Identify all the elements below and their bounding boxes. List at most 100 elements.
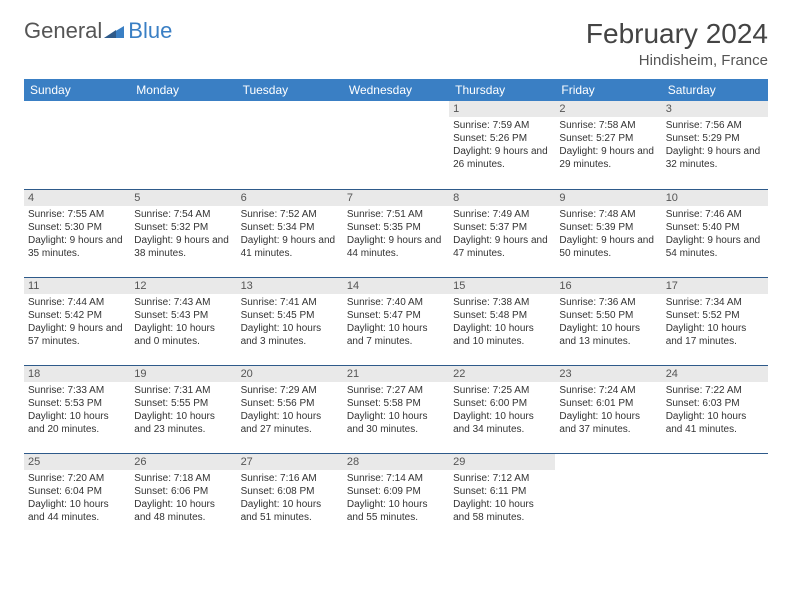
calendar-cell: 3Sunrise: 7:56 AMSunset: 5:29 PMDaylight… xyxy=(662,101,768,189)
day-number: 5 xyxy=(130,190,236,206)
cell-line: Sunset: 5:40 PM xyxy=(666,221,764,234)
calendar-cell: 11 Sunrise: 7:44 AMSunset: 5:42 PMDayligh… xyxy=(24,277,130,365)
day-header: Thursday xyxy=(449,79,555,101)
calendar-cell: 7Sunrise: 7:51 AMSunset: 5:35 PMDaylight… xyxy=(343,189,449,277)
cell-line: Sunrise: 7:43 AM xyxy=(134,296,232,309)
cell-line: Daylight: 9 hours and 41 minutes. xyxy=(241,234,339,260)
cell-line: Sunrise: 7:16 AM xyxy=(241,472,339,485)
calendar-week: 1Sunrise: 7:59 AMSunset: 5:26 PMDaylight… xyxy=(24,101,768,189)
calendar-cell xyxy=(237,101,343,189)
calendar-body: 1Sunrise: 7:59 AMSunset: 5:26 PMDaylight… xyxy=(24,101,768,541)
day-number: 10 xyxy=(662,190,768,206)
cell-line: Sunset: 6:00 PM xyxy=(453,397,551,410)
calendar-week: 18 Sunrise: 7:33 AMSunset: 5:53 PM Dayligh… xyxy=(24,365,768,453)
cell-line: Sunset: 5:34 PM xyxy=(241,221,339,234)
cell-line: Sunset: 5:55 PM xyxy=(134,397,232,410)
cell-line: Daylight: 9 hours and 26 minutes. xyxy=(453,145,551,171)
calendar-cell: 13Sunrise: 7:41 AMSunset: 5:45 PMDayligh… xyxy=(237,277,343,365)
cell-line: Sunrise: 7:22 AM xyxy=(666,384,764,397)
cell-line: Daylight: 10 hours and 48 minutes. xyxy=(134,498,232,524)
day-header: Tuesday xyxy=(237,79,343,101)
header: General Blue February 2024 Hindisheim, F… xyxy=(24,18,768,69)
cell-line: Daylight: 10 hours and 13 minutes. xyxy=(559,322,657,348)
calendar-cell: 28Sunrise: 7:14 AMSunset: 6:09 PMDayligh… xyxy=(343,453,449,541)
cell-line: Sunrise: 7:58 AM xyxy=(559,119,657,132)
cell-line: Sunset: 5:42 PM xyxy=(28,309,126,322)
cell-line: Daylight: 10 hours and 0 minutes. xyxy=(134,322,232,348)
cell-line: Daylight: 10 hours and 3 minutes. xyxy=(241,322,339,348)
cell-line: Sunset: 6:11 PM xyxy=(453,485,551,498)
cell-line: Sunset: 5:47 PM xyxy=(347,309,445,322)
cell-line: Sunrise: 7:49 AM xyxy=(453,208,551,221)
day-number: 11 xyxy=(24,278,130,294)
day-number: 8 xyxy=(449,190,555,206)
day-number: 26 xyxy=(130,454,236,470)
day-number: 25 xyxy=(24,454,130,470)
calendar-cell xyxy=(343,101,449,189)
cell-line: Daylight: 9 hours and 57 minutes. xyxy=(28,322,126,348)
cell-line: Sunset: 5:48 PM xyxy=(453,309,551,322)
cell-line: Sunrise: 7:33 AM xyxy=(28,384,126,397)
cell-line: Sunrise: 7:51 AM xyxy=(347,208,445,221)
cell-line: Sunset: 5:30 PM xyxy=(28,221,126,234)
day-number: 29 xyxy=(449,454,555,470)
cell-line: Daylight: 9 hours and 32 minutes. xyxy=(666,145,764,171)
cell-line: Sunset: 5:37 PM xyxy=(453,221,551,234)
title-block: February 2024 Hindisheim, France xyxy=(586,18,768,69)
calendar-cell: 5Sunrise: 7:54 AMSunset: 5:32 PMDaylight… xyxy=(130,189,236,277)
cell-line: Sunset: 5:26 PM xyxy=(453,132,551,145)
calendar-week: 4Sunrise: 7:55 AMSunset: 5:30 PMDaylight… xyxy=(24,189,768,277)
cell-line: Daylight: 10 hours and 10 minutes. xyxy=(453,322,551,348)
logo: General Blue xyxy=(24,18,172,44)
day-header: Saturday xyxy=(662,79,768,101)
day-header: Monday xyxy=(130,79,236,101)
cell-line: Sunrise: 7:44 AM xyxy=(28,296,126,309)
cell-line: Daylight: 10 hours and 58 minutes. xyxy=(453,498,551,524)
cell-line: Sunrise: 7:14 AM xyxy=(347,472,445,485)
calendar-cell: 12Sunrise: 7:43 AMSunset: 5:43 PMDayligh… xyxy=(130,277,236,365)
calendar-cell: 2Sunrise: 7:58 AMSunset: 5:27 PMDaylight… xyxy=(555,101,661,189)
cell-line: Daylight: 9 hours and 47 minutes. xyxy=(453,234,551,260)
cell-line: Sunrise: 7:34 AM xyxy=(666,296,764,309)
calendar-cell: 14Sunrise: 7:40 AMSunset: 5:47 PMDayligh… xyxy=(343,277,449,365)
calendar-cell: 6Sunrise: 7:52 AMSunset: 5:34 PMDaylight… xyxy=(237,189,343,277)
cell-line: Daylight: 10 hours and 37 minutes. xyxy=(559,410,657,436)
cell-line: Sunset: 5:32 PM xyxy=(134,221,232,234)
cell-line: Daylight: 10 hours and 27 minutes. xyxy=(241,410,339,436)
cell-line: Sunset: 5:53 PM xyxy=(28,397,126,410)
cell-line: Sunrise: 7:18 AM xyxy=(134,472,232,485)
day-number: 14 xyxy=(343,278,449,294)
day-number: 18 xyxy=(24,366,130,382)
cell-line: Sunrise: 7:24 AM xyxy=(559,384,657,397)
cell-line: Daylight: 10 hours and 30 minutes. xyxy=(347,410,445,436)
day-number: 27 xyxy=(237,454,343,470)
day-number: 20 xyxy=(237,366,343,382)
day-number: 21 xyxy=(343,366,449,382)
logo-general: General xyxy=(24,18,102,44)
cell-line: Sunset: 5:56 PM xyxy=(241,397,339,410)
day-header: Friday xyxy=(555,79,661,101)
calendar-cell: 27Sunrise: 7:16 AMSunset: 6:08 PMDayligh… xyxy=(237,453,343,541)
calendar-cell: 4Sunrise: 7:55 AMSunset: 5:30 PMDaylight… xyxy=(24,189,130,277)
page-title: February 2024 xyxy=(586,18,768,50)
cell-line: Sunset: 6:08 PM xyxy=(241,485,339,498)
cell-line: Daylight: 10 hours and 41 minutes. xyxy=(666,410,764,436)
cell-line: Sunset: 6:09 PM xyxy=(347,485,445,498)
cell-line: Sunrise: 7:41 AM xyxy=(241,296,339,309)
cell-line: Daylight: 10 hours and 7 minutes. xyxy=(347,322,445,348)
calendar-cell: 17Sunrise: 7:34 AMSunset: 5:52 PMDayligh… xyxy=(662,277,768,365)
day-number: 13 xyxy=(237,278,343,294)
calendar-cell xyxy=(24,101,130,189)
cell-line: Sunrise: 7:29 AM xyxy=(241,384,339,397)
day-number: 12 xyxy=(130,278,236,294)
calendar-cell: 10Sunrise: 7:46 AMSunset: 5:40 PMDayligh… xyxy=(662,189,768,277)
calendar-cell xyxy=(555,453,661,541)
cell-line: Sunset: 6:06 PM xyxy=(134,485,232,498)
cell-line: Daylight: 9 hours and 35 minutes. xyxy=(28,234,126,260)
logo-icon xyxy=(104,18,124,44)
logo-blue: Blue xyxy=(128,18,172,44)
calendar-cell: 15Sunrise: 7:38 AMSunset: 5:48 PMDayligh… xyxy=(449,277,555,365)
calendar-table: SundayMondayTuesdayWednesdayThursdayFrid… xyxy=(24,79,768,541)
cell-line: Sunrise: 7:31 AM xyxy=(134,384,232,397)
cell-line: Daylight: 10 hours and 44 minutes. xyxy=(28,498,126,524)
